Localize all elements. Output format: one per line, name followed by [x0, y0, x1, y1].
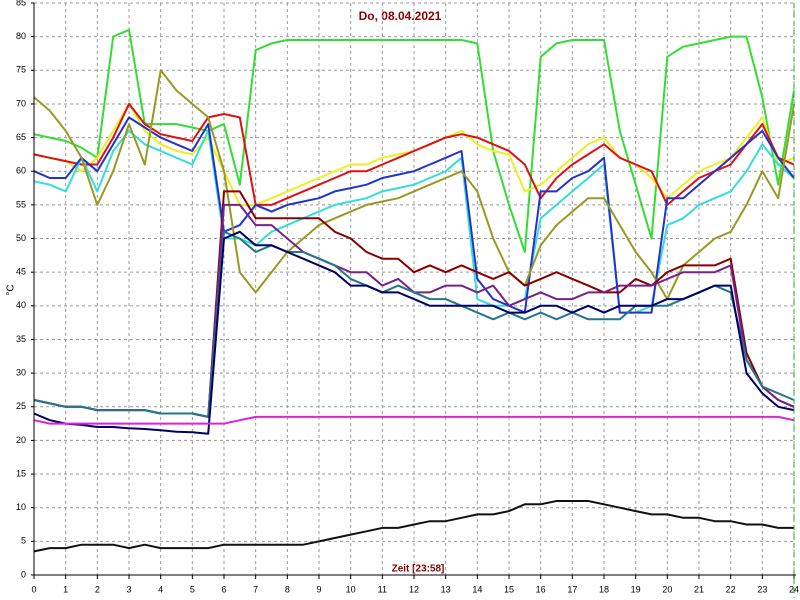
x-tick-label: 4	[158, 584, 163, 594]
series-line	[33, 116, 795, 314]
series-line	[33, 230, 795, 418]
y-tick-label: 10	[16, 502, 26, 512]
x-tick-label: 12	[409, 584, 419, 594]
lines	[33, 28, 795, 553]
x-tick-label: 10	[346, 584, 356, 594]
x-tick-label: 8	[285, 584, 290, 594]
series-line	[33, 129, 795, 314]
y-tick-label: 60	[16, 166, 26, 176]
x-tick-label: 2	[95, 584, 100, 594]
x-tick-label: 19	[631, 584, 641, 594]
y-tick-label: 45	[16, 267, 26, 277]
y-tick-label: 65	[16, 132, 26, 142]
series-line	[33, 415, 795, 425]
y-tick-label: 50	[16, 233, 26, 243]
y-tick-label: 35	[16, 334, 26, 344]
x-tick-label: 23	[757, 584, 767, 594]
x-tick-label: 16	[536, 584, 546, 594]
x-tick-label: 3	[126, 584, 131, 594]
x-tick-label: 11	[378, 584, 387, 594]
y-tick-label: 5	[21, 536, 26, 546]
x-tick-label: 20	[662, 584, 672, 594]
grid	[31, 2, 795, 579]
x-tick-label: 24	[789, 584, 799, 594]
x-tick-label: 22	[726, 584, 736, 594]
y-tick-label: 0	[21, 569, 26, 579]
chart-title: Do, 08.04.2021	[359, 9, 442, 23]
x-tick-label: 21	[694, 584, 704, 594]
x-tick-label: 1	[63, 584, 68, 594]
x-tick-label: 9	[316, 584, 321, 594]
y-tick-label: 75	[16, 65, 26, 75]
x-tick-label: 7	[253, 584, 258, 594]
x-tick-label: 14	[472, 584, 482, 594]
y-tick-label: 40	[16, 300, 26, 310]
x-tick-label: 5	[190, 584, 195, 594]
x-tick-label: 6	[221, 584, 226, 594]
y-tick-label: 85	[16, 0, 26, 7]
y-tick-label: 25	[16, 401, 26, 411]
y-tick-label: 30	[16, 367, 26, 377]
series-line	[33, 230, 795, 435]
x-axis-label: Zeit [23:58]	[392, 564, 445, 575]
x-tick-label: 13	[441, 584, 451, 594]
series-line	[33, 500, 794, 553]
x-tick-label: 0	[31, 584, 36, 594]
series-line	[33, 28, 795, 253]
y-tick-label: 70	[16, 98, 26, 108]
x-tick-label: 18	[599, 584, 609, 594]
y-tick-label: 15	[16, 468, 26, 478]
y-tick-label: 80	[16, 31, 26, 41]
y-tick-label: 20	[16, 435, 26, 445]
y-axis-label: °C	[6, 284, 17, 295]
x-tick-label: 15	[504, 584, 514, 594]
y-tick-label: 55	[16, 199, 26, 209]
x-tick-label: 17	[567, 584, 577, 594]
